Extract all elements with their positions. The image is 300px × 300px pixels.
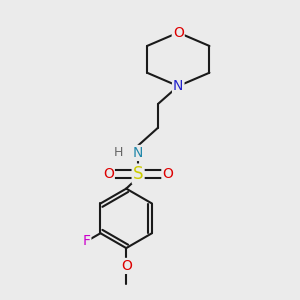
Text: O: O [162,167,173,181]
Text: H: H [114,146,124,160]
Text: N: N [173,79,183,93]
Text: O: O [103,167,114,181]
Text: O: O [121,259,132,273]
Text: S: S [133,165,143,183]
Text: N: N [133,146,143,160]
Text: F: F [82,234,90,248]
Text: O: O [173,26,184,40]
